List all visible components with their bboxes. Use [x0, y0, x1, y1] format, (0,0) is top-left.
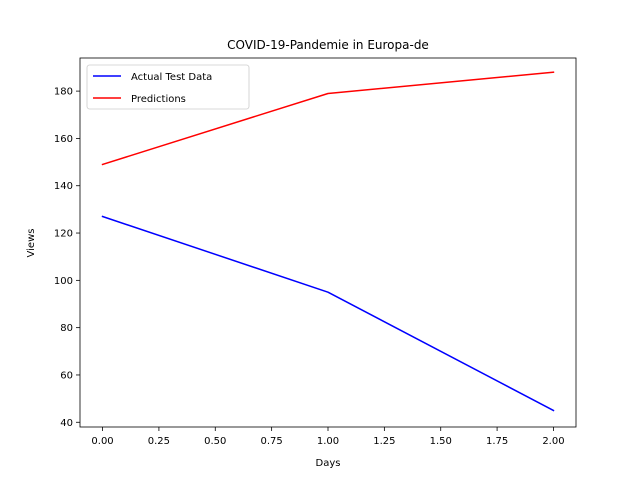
y-tick-label: 140: [54, 181, 73, 192]
x-tick-label: 2.00: [542, 436, 564, 447]
legend-label-0: Actual Test Data: [131, 72, 212, 83]
y-tick-label: 180: [54, 87, 73, 98]
y-axis-label: Views: [26, 229, 37, 258]
x-tick-label: 0.50: [204, 436, 226, 447]
x-tick-label: 0.25: [148, 436, 170, 447]
x-tick-label: 0.00: [91, 436, 113, 447]
chart-title: COVID-19-Pandemie in Europa-de: [227, 38, 429, 52]
x-tick-label: 1.25: [373, 436, 395, 447]
x-axis-label: Days: [316, 458, 341, 469]
x-tick-label: 1.50: [430, 436, 452, 447]
y-tick-label: 40: [60, 418, 73, 429]
legend-label-1: Predictions: [131, 94, 186, 105]
legend-frame: [86, 64, 250, 110]
y-tick-label: 160: [54, 134, 73, 145]
y-tick-label: 80: [60, 323, 73, 334]
series-line-0: [101, 215, 555, 412]
y-tick-label: 100: [54, 276, 73, 287]
x-tick-label: 0.75: [261, 436, 283, 447]
series-layer: [101, 71, 555, 412]
y-tick-label: 120: [54, 229, 73, 240]
series-line-1: [101, 71, 555, 166]
axis-layer: 0.00 0.25 0.50 0.75 1.00 1.25 1.50 1.75 2.00 40 60…: [54, 57, 577, 447]
x-tick-label: 1.00: [317, 436, 339, 447]
y-tick-label: 60: [60, 370, 73, 381]
x-tick-label: 1.75: [486, 436, 508, 447]
legend: Actual Test Data Predictions: [86, 64, 250, 110]
